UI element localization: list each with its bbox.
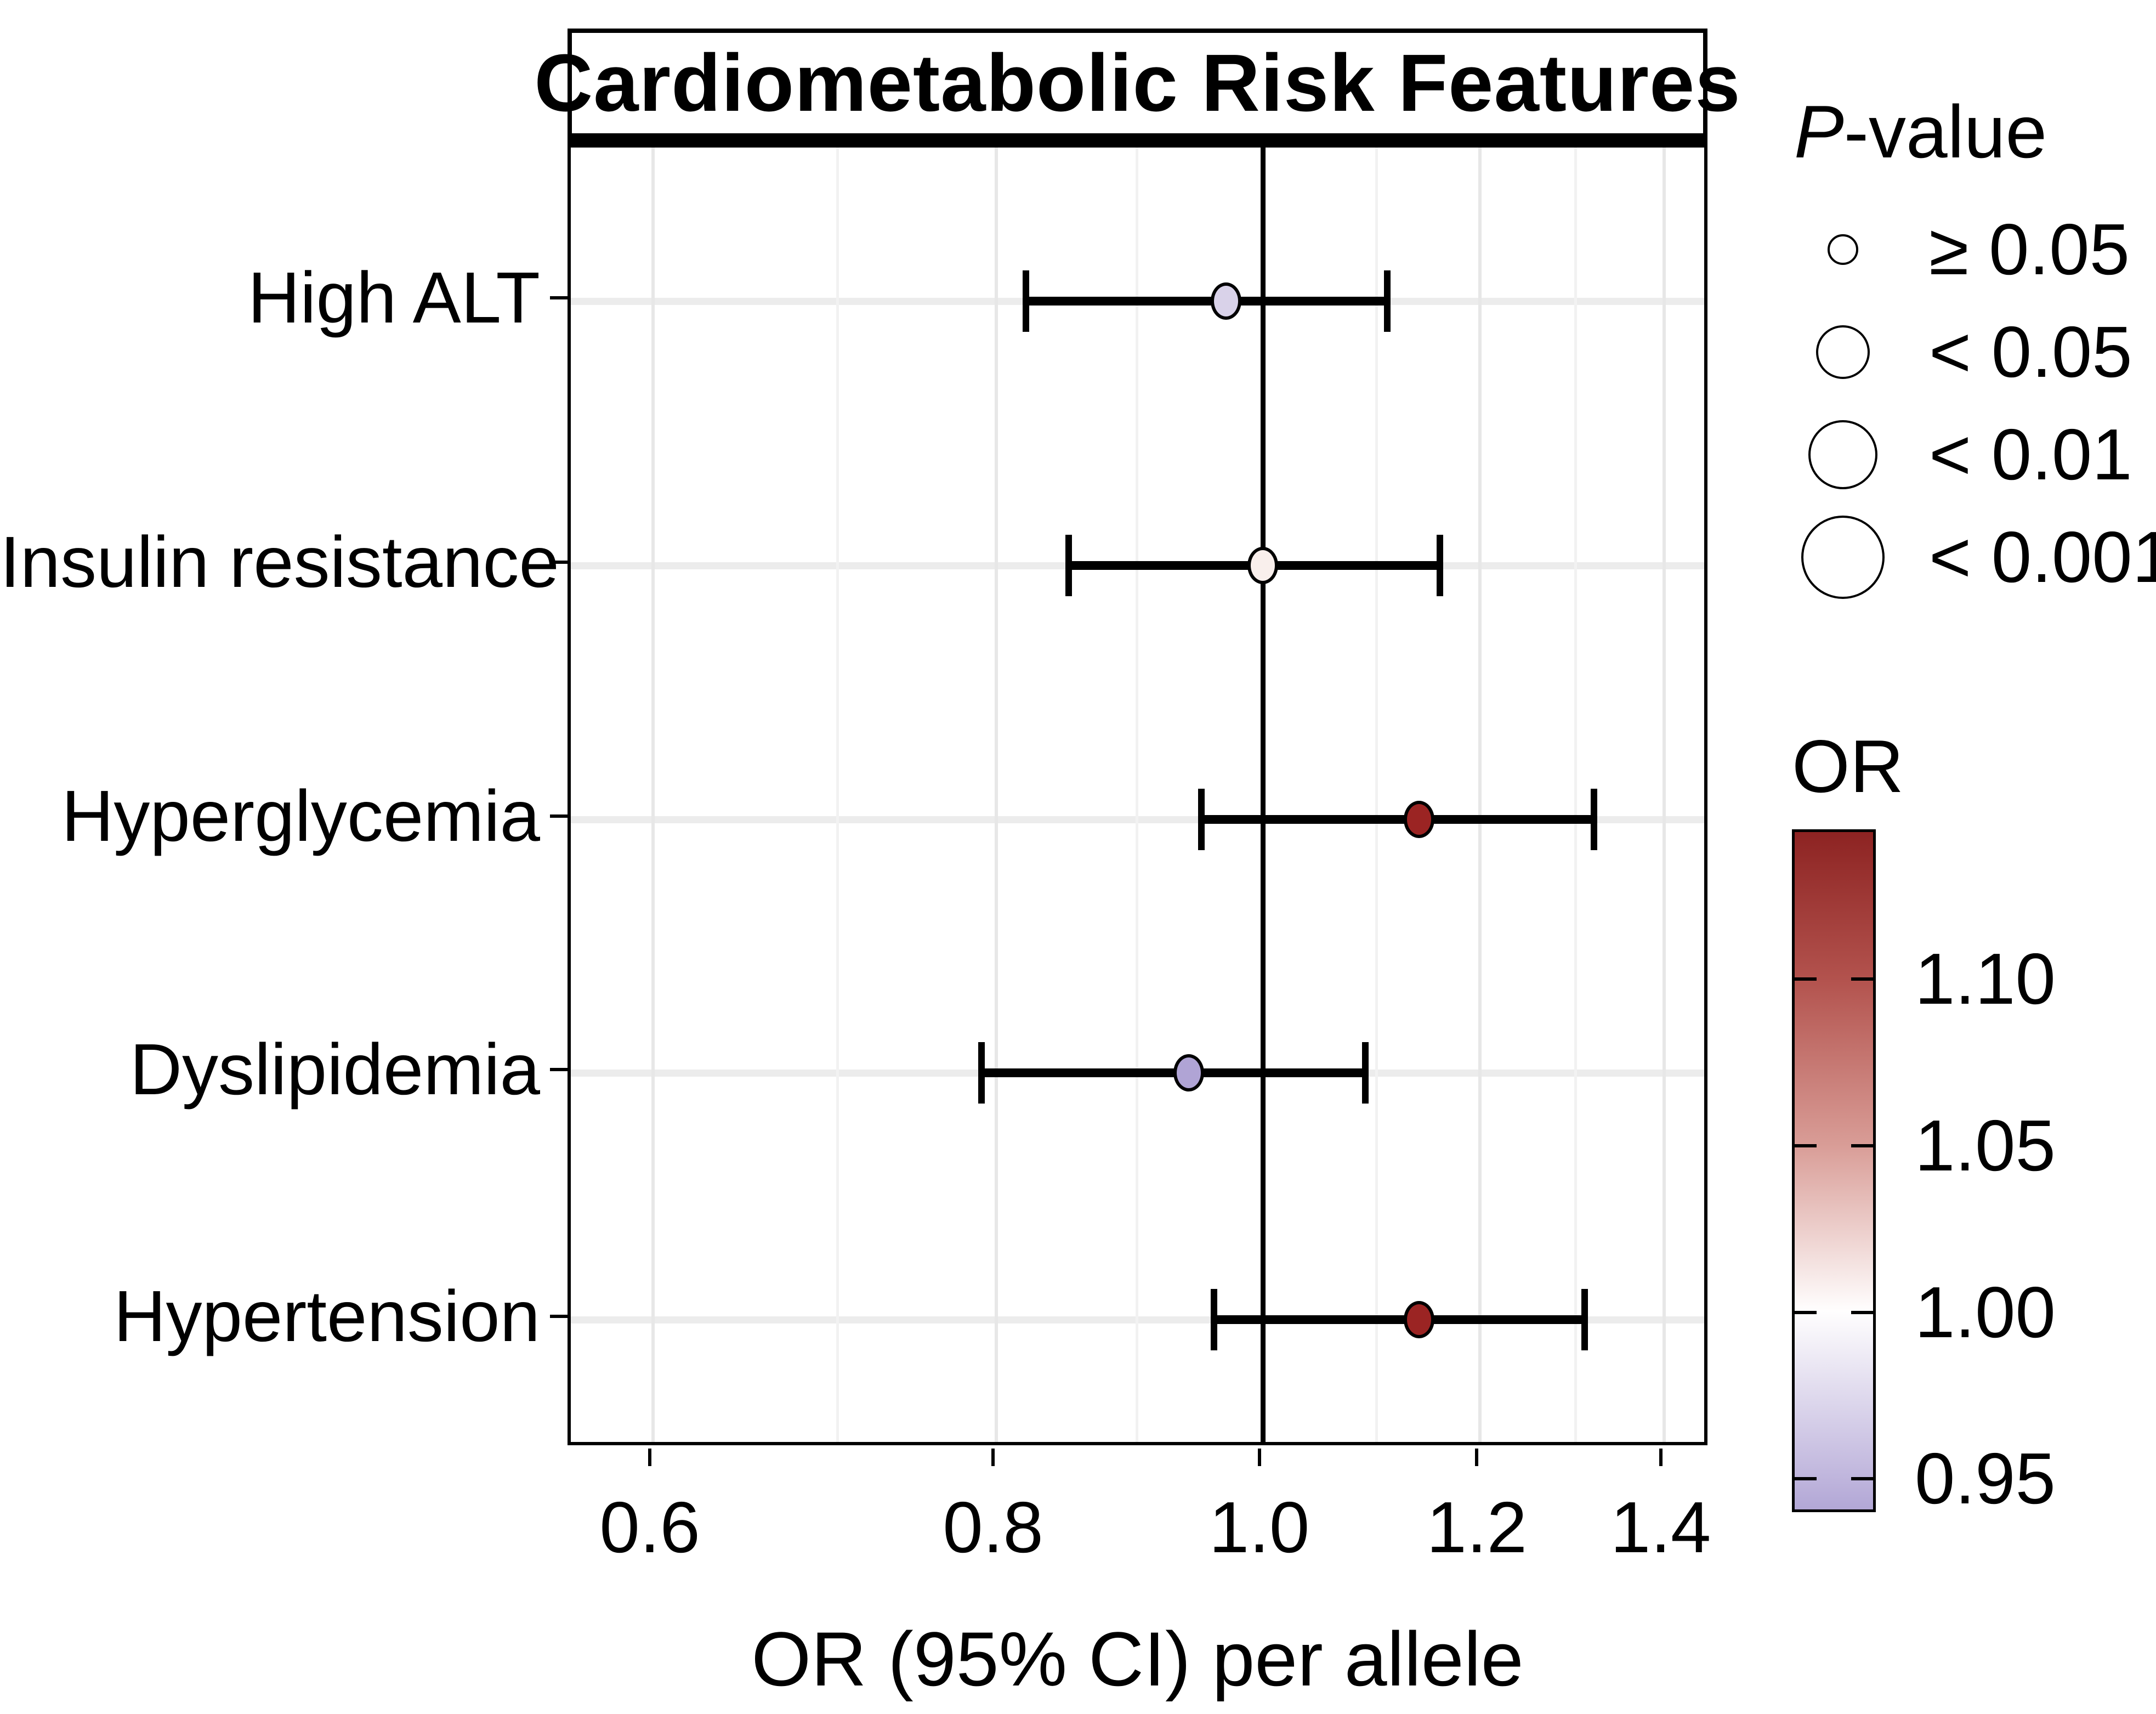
error-bar-cap-left xyxy=(1210,1289,1217,1350)
colorbar-tick-label: 1.00 xyxy=(1915,1271,2056,1353)
minor-gridline xyxy=(1375,148,1378,1442)
pvalue-legend-title-italic-p: P xyxy=(1794,90,1844,173)
data-point xyxy=(1403,1301,1434,1338)
error-bar-cap-right xyxy=(1362,1042,1369,1104)
colorbar-tick-left xyxy=(1792,977,1817,981)
x-axis-tick xyxy=(1257,1449,1261,1466)
pvalue-legend-circle-icon xyxy=(1816,325,1870,379)
y-axis-category-label: High ALT xyxy=(247,257,540,338)
pvalue-legend-circle-icon xyxy=(1808,420,1877,489)
x-axis-tick-label: 1.0 xyxy=(1209,1487,1310,1568)
pvalue-legend-label: < 0.001 xyxy=(1929,517,2156,597)
plot-title-box: Cardiometabolic Risk Features xyxy=(534,29,1740,144)
data-point xyxy=(1211,282,1242,320)
error-bar-cap-left xyxy=(1022,270,1029,332)
colorbar-tick-left xyxy=(1792,1144,1817,1147)
error-bar-cap-left xyxy=(1065,535,1072,596)
plot-title: Cardiometabolic Risk Features xyxy=(534,37,1741,128)
pvalue-legend-label: ≥ 0.05 xyxy=(1929,209,2130,290)
pvalue-legend-circle-icon xyxy=(1801,516,1885,599)
pvalue-legend-title-rest: -value xyxy=(1843,90,2047,173)
error-bar-cap-right xyxy=(1383,270,1391,332)
colorbar-tick-right xyxy=(1851,1310,1876,1314)
pvalue-legend-title: P-value xyxy=(1794,90,2047,173)
minor-gridline xyxy=(836,148,839,1442)
minor-gridline xyxy=(1136,148,1139,1442)
x-axis-title: OR (95% CI) per allele xyxy=(751,1616,1524,1702)
pvalue-legend-circle-icon xyxy=(1828,234,1858,265)
y-axis-category-label: Insulin resistance xyxy=(0,522,559,602)
data-point xyxy=(1403,801,1434,838)
y-axis-tick xyxy=(550,561,568,564)
x-axis-tick-label: 0.8 xyxy=(943,1487,1043,1568)
error-bar-cap-left xyxy=(1198,789,1205,850)
y-axis-category-label: Hyperglycemia xyxy=(61,776,540,856)
error-bar-cap-right xyxy=(1581,1289,1588,1350)
error-bar-cap-left xyxy=(978,1042,985,1104)
minor-gridline xyxy=(1574,148,1578,1442)
major-gridline xyxy=(1662,148,1666,1442)
y-axis-category-label: Dyslipidemia xyxy=(129,1029,540,1110)
error-bar-cap-right xyxy=(1590,789,1597,850)
x-axis-tick xyxy=(1659,1449,1663,1466)
colorbar-tick-right xyxy=(1851,1144,1876,1147)
data-point xyxy=(1173,1054,1204,1091)
error-bar-cap-right xyxy=(1436,535,1443,596)
pvalue-legend-label: < 0.05 xyxy=(1929,312,2132,392)
x-axis-tick-label: 0.6 xyxy=(599,1487,700,1568)
colorbar-tick-label: 0.95 xyxy=(1915,1438,2056,1519)
major-gridline xyxy=(1478,148,1482,1442)
colorbar-tick-right xyxy=(1851,1477,1876,1481)
x-axis-tick xyxy=(648,1449,652,1466)
pvalue-legend-label: < 0.01 xyxy=(1929,414,2132,495)
colorbar-tick-left xyxy=(1792,1310,1817,1314)
or-colorbar-gradient xyxy=(1792,829,1876,1512)
x-axis-tick xyxy=(1475,1449,1479,1466)
major-gridline xyxy=(995,148,998,1442)
reference-line xyxy=(1260,148,1266,1442)
y-axis-tick xyxy=(550,296,568,299)
x-axis-tick xyxy=(991,1449,995,1466)
y-axis-tick xyxy=(550,814,568,818)
error-bar xyxy=(1201,815,1594,824)
colorbar-tick-label: 1.10 xyxy=(1915,938,2056,1020)
x-axis-tick-label: 1.2 xyxy=(1426,1487,1528,1568)
plot-panel xyxy=(568,144,1707,1445)
colorbar-tick-label: 1.05 xyxy=(1915,1105,2056,1186)
major-gridline xyxy=(651,148,655,1442)
colorbar-tick-left xyxy=(1792,1477,1817,1481)
y-axis-tick xyxy=(550,1315,568,1318)
colorbar-tick-right xyxy=(1851,977,1876,981)
error-bar xyxy=(981,1068,1366,1077)
x-axis-tick-label: 1.4 xyxy=(1610,1487,1711,1568)
data-point xyxy=(1247,547,1278,584)
error-bar xyxy=(1213,1315,1585,1324)
y-axis-tick xyxy=(550,1068,568,1071)
error-bar xyxy=(1025,297,1387,306)
or-colorbar-title: OR xyxy=(1792,725,1904,808)
y-axis-category-label: Hypertension xyxy=(114,1276,540,1356)
